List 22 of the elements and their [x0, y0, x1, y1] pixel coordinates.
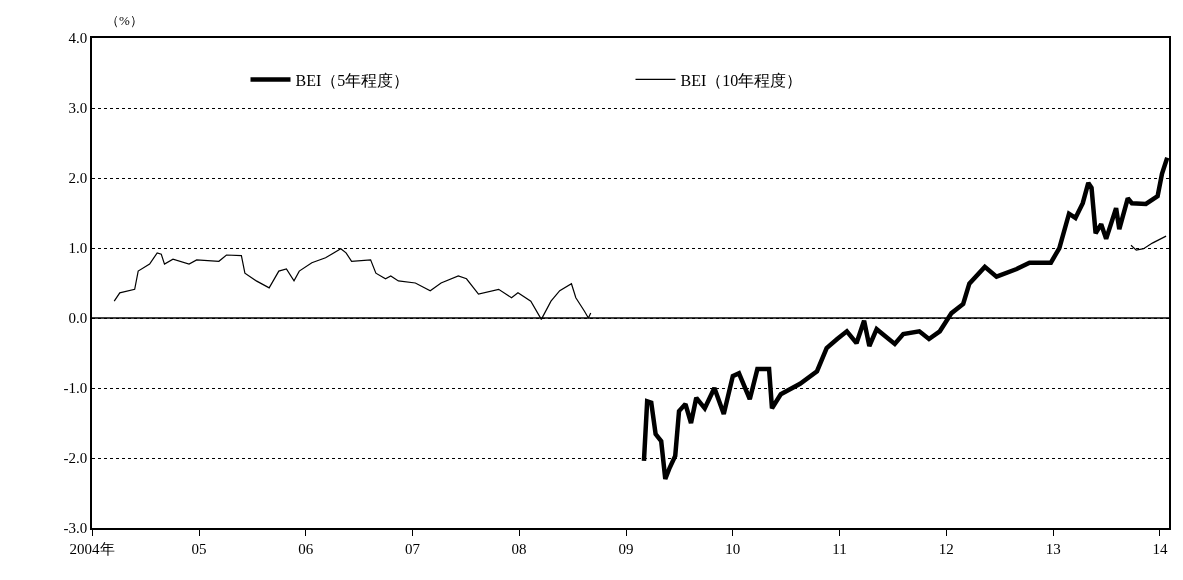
- x-tick-label: 05: [191, 540, 207, 557]
- y-tick-label: 4.0: [68, 30, 88, 47]
- x-tick-label: 11: [832, 540, 847, 557]
- x-tick-label: 12: [938, 540, 954, 557]
- y-tick-label: -2.0: [63, 450, 88, 467]
- x-tick-label: 09: [618, 540, 634, 557]
- x-tick-label: 06: [298, 540, 314, 557]
- y-tick-label: -1.0: [63, 380, 88, 397]
- y-tick-label: 1.0: [68, 240, 88, 257]
- x-tick-label: 10: [725, 540, 741, 557]
- y-tick-label: 2.0: [68, 170, 88, 187]
- x-tick-label: 07: [404, 540, 421, 557]
- y-tick-label: 0.0: [68, 310, 88, 327]
- y-tick-label: -3.0: [63, 520, 88, 537]
- x-tick-label: 2004年: [69, 540, 115, 557]
- y-axis-title: （%）: [106, 13, 143, 28]
- legend-label: BEI（10年程度）: [680, 71, 803, 89]
- x-tick-label: 08: [511, 540, 527, 557]
- y-tick-label: 3.0: [68, 100, 88, 117]
- legend-label: BEI（5年程度）: [295, 71, 410, 89]
- x-tick-label: 13: [1045, 540, 1061, 557]
- x-tick-label: 14: [1152, 540, 1168, 557]
